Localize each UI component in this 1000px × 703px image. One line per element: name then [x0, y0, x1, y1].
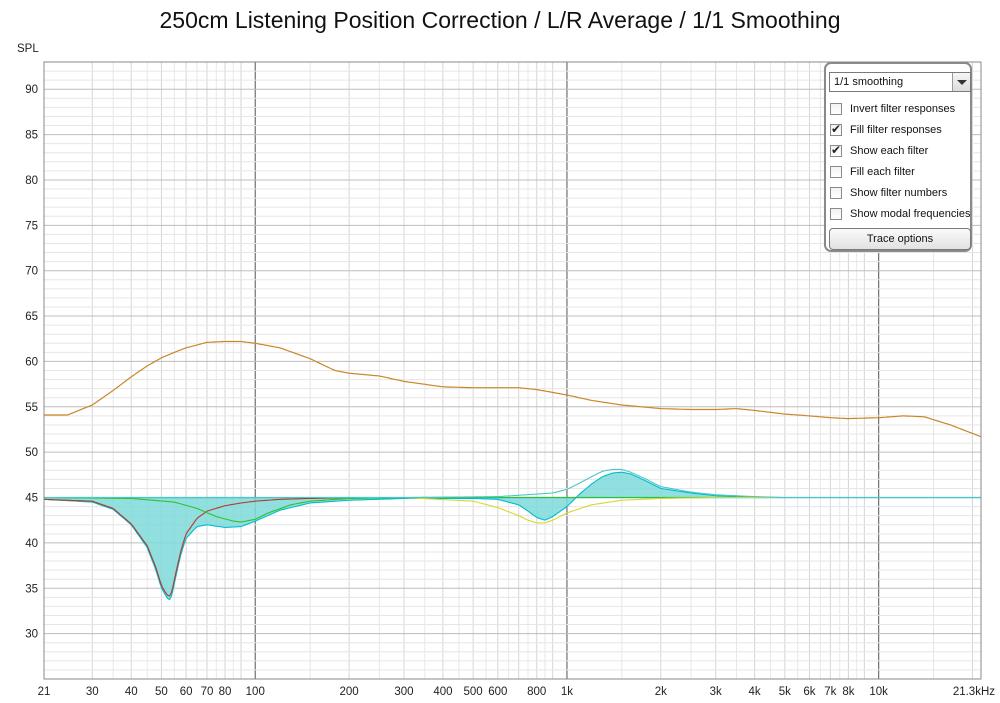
y-tick-label: 80 — [25, 175, 38, 187]
smoothing-value: 1/1 smoothing — [834, 76, 904, 88]
y-tick-label: 30 — [25, 629, 38, 641]
x-tick-labels: 21 30 40 50 60 70 80 100 200 300 400 500 600 800 1k 2k 3… — [38, 686, 996, 698]
x-tick-label: 60 — [180, 686, 193, 698]
option-label: Show modal frequencies — [850, 208, 971, 220]
checkbox-fill-each-filter[interactable] — [830, 166, 842, 178]
x-tick-label: 7k — [824, 686, 836, 698]
y-tick-label: 70 — [25, 266, 38, 278]
series-layer — [43, 340, 982, 601]
x-tick-label: 8k — [842, 686, 854, 698]
y-axis-label: SPL — [17, 43, 39, 55]
x-tick-label: 400 — [433, 686, 452, 698]
option-show-filter-numbers[interactable]: Show filter numbers — [830, 186, 972, 202]
x-tick-label: 40 — [125, 686, 138, 698]
x-tick-label: 70 — [201, 686, 214, 698]
x-tick-label: 200 — [339, 686, 358, 698]
x-tick-label: 600 — [488, 686, 507, 698]
option-show-each-filter[interactable]: Show each filter — [830, 143, 972, 160]
x-tick-label: 300 — [394, 686, 413, 698]
y-tick-label: 75 — [25, 220, 38, 232]
option-label: Invert filter responses — [850, 103, 956, 115]
option-fill-filter-responses[interactable]: Fill filter responses — [830, 122, 972, 139]
chart-title: 250cm Listening Position Correction / L/… — [159, 7, 841, 33]
trace-options-button[interactable]: Trace options — [829, 228, 971, 250]
checkbox-show-filter-numbers[interactable] — [830, 187, 842, 199]
y-tick-label: 35 — [25, 583, 38, 595]
control-panel: 1/1 smoothing Invert filter responses Fi… — [824, 62, 972, 252]
x-tick-label: 50 — [155, 686, 168, 698]
y-tick-label: 55 — [25, 402, 38, 414]
y-tick-label: 65 — [25, 311, 38, 323]
x-tick-label: 3k — [710, 686, 722, 698]
x-tick-label: 2k — [655, 686, 667, 698]
y-tick-label: 50 — [25, 447, 38, 459]
checkbox-invert-filter-responses[interactable] — [830, 103, 842, 115]
x-tick-label: 10k — [869, 686, 888, 698]
chevron-down-icon[interactable] — [952, 73, 970, 91]
x-tick-label: 1k — [561, 686, 573, 698]
y-tick-label: 45 — [25, 493, 38, 505]
x-tick-label: 21.3kHz — [953, 686, 995, 698]
x-tick-label: 6k — [803, 686, 815, 698]
filter-response-fill — [44, 472, 981, 600]
y-tick-label: 40 — [25, 538, 38, 550]
checkbox-show-each-filter[interactable] — [830, 143, 842, 157]
series-line-5 — [44, 468, 981, 499]
x-tick-label: 4k — [749, 686, 761, 698]
smoothing-dropdown[interactable]: 1/1 smoothing — [829, 72, 971, 92]
checkbox-fill-filter-responses[interactable] — [830, 122, 842, 136]
x-tick-label: 80 — [219, 686, 232, 698]
x-tick-label: 5k — [779, 686, 791, 698]
y-tick-labels: 30 35 40 45 50 55 60 65 70 75 80 85 90 — [25, 84, 38, 640]
x-tick-label: 500 — [464, 686, 483, 698]
option-label: Fill each filter — [850, 166, 915, 178]
plot-frame — [43, 61, 982, 680]
x-tick-label: 100 — [246, 686, 265, 698]
option-show-modal-frequencies[interactable]: Show modal frequencies — [830, 207, 972, 223]
option-label: Show filter numbers — [850, 187, 948, 199]
checkbox-show-modal-frequencies[interactable] — [830, 208, 842, 220]
x-tick-label: 800 — [527, 686, 546, 698]
x-tick-label: 30 — [86, 686, 99, 698]
y-tick-label: 85 — [25, 130, 38, 142]
filter-fill-layer — [44, 472, 981, 600]
y-tick-label: 90 — [25, 84, 38, 96]
series-line-0 — [44, 340, 982, 438]
option-label: Show each filter — [850, 145, 929, 157]
option-fill-each-filter[interactable]: Fill each filter — [830, 165, 972, 181]
option-invert-filter-responses[interactable]: Invert filter responses — [830, 102, 972, 118]
x-tick-label: 21 — [38, 686, 51, 698]
y-tick-label: 60 — [25, 356, 38, 368]
option-label: Fill filter responses — [850, 124, 942, 136]
